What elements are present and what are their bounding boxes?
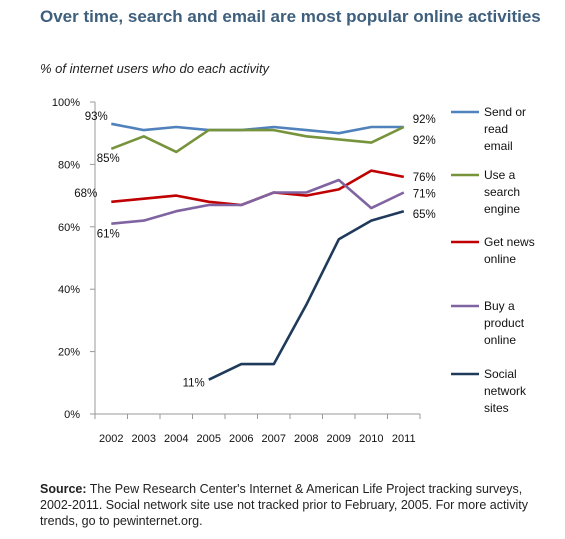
legend-label: product — [484, 316, 525, 330]
legend-label: email — [484, 139, 513, 153]
legend-label: Send or — [484, 105, 526, 119]
legend-label: online — [484, 252, 516, 266]
legend-label: sites — [484, 401, 509, 415]
line-chart: 0% 20% 40% 60% 80% 100% 2002 2003 2004 2005 2006 20… — [52, 97, 535, 445]
y-tick-label: 100% — [52, 97, 80, 109]
y-tick-label: 0% — [64, 409, 80, 421]
legend-label: read — [484, 122, 508, 136]
data-label: 65% — [413, 209, 436, 221]
legend-label: Social — [484, 367, 517, 381]
data-label: 61% — [97, 229, 120, 241]
chart-title: Over time, search and email are most pop… — [40, 7, 541, 26]
series-line-4 — [208, 209, 405, 381]
data-label: 76% — [413, 172, 436, 184]
legend-label: network — [484, 384, 527, 398]
y-tick-label: 60% — [58, 222, 80, 234]
x-tick-label: 2010 — [359, 433, 383, 445]
x-tick-label: 2005 — [197, 433, 221, 445]
x-tick-label: 2011 — [392, 433, 416, 445]
x-tick-label: 2003 — [132, 433, 156, 445]
legend-label: Get news — [484, 235, 535, 249]
y-tick-label: 80% — [58, 159, 80, 171]
series-line-0 — [111, 122, 404, 135]
x-tick-label: 2004 — [164, 433, 188, 445]
x-tick-label: 2008 — [294, 433, 318, 445]
source-label: Source: — [40, 482, 87, 496]
x-tick-label: 2006 — [229, 433, 253, 445]
legend-label: online — [484, 333, 516, 347]
source-note: Source: The Pew Research Center's Intern… — [40, 481, 555, 529]
x-tick-label: 2002 — [99, 433, 123, 445]
data-label: 92% — [413, 135, 436, 147]
y-tick-label: 40% — [58, 284, 80, 296]
series-line-3 — [111, 178, 405, 225]
data-label: 93% — [85, 111, 108, 123]
legend-label: engine — [484, 202, 520, 216]
data-label: 68% — [74, 188, 97, 200]
legend-label: search — [484, 185, 520, 199]
data-label: 92% — [413, 114, 436, 126]
series-line-1 — [110, 125, 405, 154]
y-tick-label: 20% — [58, 347, 80, 359]
data-label: 85% — [97, 153, 120, 165]
legend-label: Buy a — [484, 299, 515, 313]
x-tick-label: 2009 — [327, 433, 351, 445]
data-label: 11% — [183, 378, 205, 390]
data-label: 71% — [413, 188, 436, 200]
chart-subtitle: % of internet users who do each activity — [40, 61, 270, 76]
legend-label: Use a — [484, 168, 516, 182]
x-tick-label: 2007 — [262, 433, 286, 445]
source-text: The Pew Research Center's Internet & Ame… — [40, 482, 528, 528]
